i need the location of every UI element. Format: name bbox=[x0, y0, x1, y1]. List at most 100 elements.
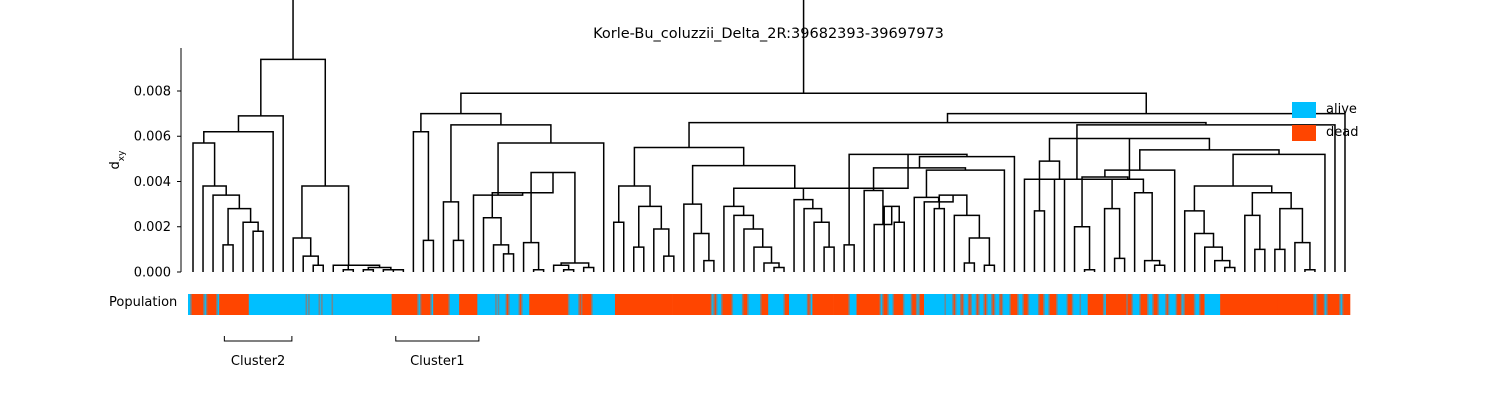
population-cell-dead bbox=[713, 294, 717, 315]
population-separator bbox=[954, 294, 957, 315]
population-cell-alive bbox=[1131, 294, 1140, 315]
dendrogram-link bbox=[693, 232, 710, 272]
dendrogram-link bbox=[1214, 259, 1231, 272]
population-cell-dead bbox=[999, 294, 1003, 315]
population-separator bbox=[710, 294, 713, 315]
dendrogram-link bbox=[492, 244, 510, 272]
population-separator bbox=[1066, 294, 1069, 315]
population-separator bbox=[308, 294, 310, 315]
population-cell-alive bbox=[1147, 294, 1153, 315]
population-cell-dead bbox=[1087, 294, 1104, 315]
population-separator bbox=[944, 294, 947, 315]
dendrogram-link bbox=[342, 268, 355, 272]
population-separator bbox=[879, 294, 882, 315]
dendrogram-link bbox=[703, 259, 715, 272]
population-separator bbox=[978, 294, 980, 315]
population-cell-dead bbox=[952, 294, 956, 315]
dendrogram-link bbox=[242, 221, 259, 272]
population-separator bbox=[203, 294, 205, 315]
population-cell-alive bbox=[986, 294, 992, 315]
dendrogram-link bbox=[452, 239, 465, 272]
dendrogram-link bbox=[1048, 137, 1211, 162]
population-cell-dead bbox=[459, 294, 478, 315]
population-separator bbox=[1193, 294, 1196, 315]
population-cell-dead bbox=[1038, 294, 1044, 315]
population-cell-alive bbox=[308, 294, 320, 315]
dendrogram-link bbox=[362, 268, 375, 272]
population-cell-dead bbox=[1009, 294, 1018, 315]
population-separator bbox=[902, 294, 905, 315]
dendrogram-link bbox=[933, 207, 946, 272]
population-cell-dead bbox=[892, 294, 904, 315]
population-cell-dead bbox=[518, 294, 522, 315]
population-cell-alive bbox=[1324, 294, 1327, 315]
population-cell-alive bbox=[448, 294, 460, 315]
population-separator bbox=[970, 294, 973, 315]
population-cell-dead bbox=[1126, 294, 1133, 315]
population-cell-dead bbox=[672, 294, 712, 315]
chart-title: Korle-Bu_coluzzii_Delta_2R:39682393-3969… bbox=[593, 26, 944, 42]
population-cell-dead bbox=[721, 294, 733, 315]
population-separator bbox=[1139, 294, 1141, 315]
dendrogram-link bbox=[1254, 248, 1266, 272]
population-separator bbox=[1167, 294, 1170, 315]
population-cell-alive bbox=[1168, 294, 1177, 315]
population-separator bbox=[998, 294, 1001, 315]
population-cell-dead bbox=[911, 294, 917, 315]
population-cell-dead bbox=[190, 294, 204, 315]
dendrogram-link bbox=[367, 266, 392, 270]
y-axis-label: dxy bbox=[108, 150, 127, 170]
population-separator bbox=[952, 294, 954, 315]
dendrogram-link bbox=[1113, 257, 1126, 272]
dendrogram-link bbox=[802, 154, 909, 200]
population-cell-alive bbox=[955, 294, 961, 315]
dendrogram-link bbox=[522, 241, 540, 272]
population-cell-alive bbox=[788, 294, 808, 315]
population-cell-alive bbox=[1027, 294, 1039, 315]
population-cell-dead bbox=[219, 294, 250, 315]
population-cell-alive bbox=[1157, 294, 1166, 315]
dendrogram-link bbox=[482, 216, 502, 272]
population-separator bbox=[567, 294, 570, 315]
population-separator bbox=[991, 294, 993, 315]
legend-item-dead: dead bbox=[1292, 121, 1358, 144]
population-separator bbox=[1043, 294, 1045, 315]
population-separator bbox=[1102, 294, 1105, 315]
population-separator bbox=[1165, 294, 1167, 315]
population-cell-dead bbox=[783, 294, 790, 315]
dendrogram-link bbox=[617, 185, 651, 223]
population-cell-dead bbox=[547, 294, 569, 315]
dendrogram-link bbox=[1304, 268, 1316, 272]
population-cell-dead bbox=[1316, 294, 1325, 315]
cluster-annotations: Cluster2 Cluster1 bbox=[223, 336, 480, 369]
population-cell-alive bbox=[305, 294, 309, 315]
population-separator bbox=[417, 294, 419, 315]
dendrogram-link bbox=[753, 246, 773, 272]
cluster-label: Cluster2 bbox=[231, 354, 285, 369]
population-separator bbox=[1071, 294, 1074, 315]
dendrogram-link bbox=[1143, 259, 1161, 272]
population-cell-alive bbox=[848, 294, 857, 315]
dendrogram-link bbox=[530, 171, 576, 263]
population-cell-alive bbox=[924, 294, 946, 315]
population-separator bbox=[508, 294, 510, 315]
dendrogram-link bbox=[663, 255, 675, 272]
dendrogram-link bbox=[1083, 268, 1096, 272]
population-cell-alive bbox=[498, 294, 507, 315]
population-separator bbox=[521, 294, 523, 315]
population-cell-dead bbox=[1165, 294, 1169, 315]
legend-label-dead: dead bbox=[1326, 125, 1359, 140]
population-separator bbox=[1001, 294, 1004, 315]
population-separator bbox=[1315, 294, 1318, 315]
population-cell-alive bbox=[568, 294, 579, 315]
legend-label-alive: alive bbox=[1326, 102, 1357, 117]
legend-item-alive: alive bbox=[1292, 98, 1358, 121]
population-separator bbox=[419, 294, 422, 315]
population-cell-alive bbox=[1339, 294, 1343, 315]
population-separator bbox=[915, 294, 918, 315]
population-cell-alive bbox=[1313, 294, 1317, 315]
population-cell-dead bbox=[742, 294, 748, 315]
population-cell-dead bbox=[760, 294, 769, 315]
population-cell-dead bbox=[960, 294, 964, 315]
population-separator bbox=[448, 294, 450, 315]
